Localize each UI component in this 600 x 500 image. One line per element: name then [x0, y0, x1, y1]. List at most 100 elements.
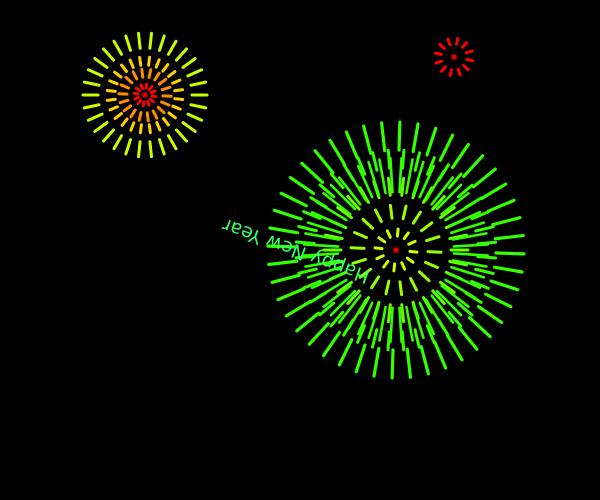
spark-ring-5: [451, 259, 488, 268]
spark-ring-3: [318, 183, 336, 199]
spark-ring-3: [124, 34, 132, 52]
spark-ring-1: [358, 267, 372, 279]
spark-ring-3: [93, 57, 109, 69]
spark-ring-1: [349, 246, 366, 250]
spark-ring-2: [113, 70, 123, 79]
spark-ring-5: [322, 284, 352, 309]
spark-ring-5: [389, 156, 394, 194]
spark-ring-0: [146, 100, 151, 107]
spark-ring-4: [405, 347, 413, 379]
spark-ring-2: [128, 58, 135, 69]
spark-ring-2: [113, 112, 123, 120]
spark-ring-3: [474, 267, 495, 275]
spark-ring-3: [456, 183, 474, 199]
spark-ring-2: [346, 194, 361, 211]
spark-ring-5: [310, 272, 345, 290]
spark-ring-1: [153, 71, 161, 82]
spark-ring-3: [297, 225, 318, 233]
spark-ring-1: [151, 109, 159, 120]
spark-ring-5: [450, 221, 486, 235]
spark-ring-2: [346, 289, 361, 306]
spark-ring-5: [444, 278, 477, 299]
spark-ring-5: [430, 294, 455, 324]
spark-ring-2: [120, 63, 128, 73]
firework-core: [451, 54, 457, 60]
spark-ring-0: [139, 83, 144, 90]
spark-ring-5: [347, 298, 368, 331]
spark-ring-4: [276, 287, 306, 302]
spark-ring-5: [315, 201, 348, 222]
spark-ring-2: [386, 303, 392, 324]
spark-ring-3: [189, 80, 208, 87]
spark-ring-2: [171, 104, 182, 111]
spark-ring-4: [489, 279, 520, 292]
spark-ring-5: [347, 169, 368, 202]
spark-ring-2: [439, 206, 456, 220]
spark-ring-2: [439, 280, 456, 294]
spark-ring-0: [132, 91, 140, 96]
spark-ring-1: [353, 231, 369, 240]
spark-ring-3: [112, 39, 123, 56]
spark-ring-2: [155, 121, 162, 132]
spark-ring-5: [367, 304, 381, 340]
spark-ring-0: [446, 37, 452, 47]
spark-ring-5: [329, 289, 357, 317]
spark-ring-4: [390, 348, 395, 380]
spark-ring-3: [447, 172, 463, 190]
spark-ring-4: [337, 338, 354, 367]
spark-ring-5: [322, 191, 352, 216]
spark-ring-2: [400, 303, 406, 324]
spark-ring-3: [186, 112, 204, 122]
spark-ring-4: [438, 133, 455, 162]
spark-ring-2: [105, 88, 117, 93]
spark-ring-3: [167, 39, 178, 56]
firework-core: [142, 92, 148, 98]
spark-ring-2: [171, 78, 182, 85]
spark-ring-5: [398, 156, 403, 194]
spark-ring-0: [144, 82, 149, 90]
spark-ring-3: [456, 301, 474, 317]
spark-ring-4: [457, 325, 479, 351]
spark-ring-1: [124, 75, 134, 85]
spark-ring-1: [409, 276, 419, 292]
spark-ring-4: [300, 161, 325, 184]
spark-ring-2: [108, 79, 119, 86]
spark-ring-5: [306, 221, 342, 235]
spark-ring-0: [392, 262, 397, 273]
spark-ring-5: [447, 272, 482, 290]
spark-ring-0: [438, 42, 446, 50]
spark-ring-5: [356, 301, 374, 336]
spark-ring-1: [351, 257, 367, 265]
spark-ring-3: [186, 68, 204, 78]
spark-ring-3: [158, 34, 166, 52]
spark-ring-2: [173, 97, 185, 102]
spark-ring-3: [318, 301, 336, 317]
spark-ring-1: [140, 67, 145, 79]
spark-ring-4: [492, 265, 524, 274]
spark-ring-3: [470, 210, 490, 221]
spark-ring-1: [129, 108, 137, 119]
spark-ring-0: [377, 236, 387, 244]
spark-ring-0: [375, 254, 385, 261]
spark-ring-5: [378, 305, 387, 342]
spark-ring-3: [413, 151, 421, 172]
spark-ring-0: [456, 67, 462, 77]
spark-ring-5: [315, 278, 348, 299]
spark-ring-3: [93, 121, 109, 133]
spark-ring-5: [405, 305, 414, 342]
spark-ring-0: [141, 100, 146, 108]
spark-ring-2: [431, 289, 446, 306]
spark-ring-4: [494, 251, 526, 256]
spark-ring-3: [470, 279, 490, 290]
spark-ring-0: [373, 246, 384, 251]
spark-ring-0: [465, 58, 475, 63]
spark-ring-4: [266, 244, 298, 249]
spark-ring-3: [386, 330, 391, 352]
spark-ring-5: [447, 210, 482, 228]
spark-ring-4: [445, 334, 464, 362]
spark-ring-2: [324, 259, 344, 267]
spark-ring-0: [461, 41, 469, 49]
spark-ring-4: [268, 226, 300, 235]
spark-ring-3: [356, 156, 367, 176]
